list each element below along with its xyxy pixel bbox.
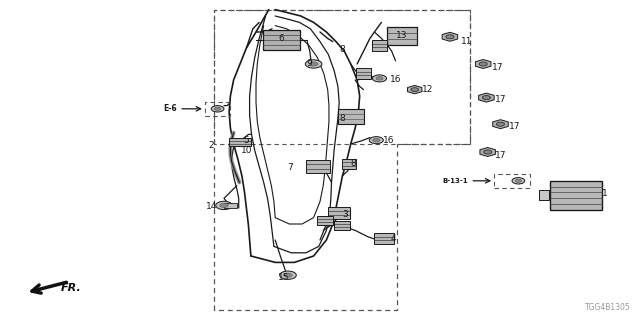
Text: 12: 12	[422, 85, 434, 94]
Circle shape	[369, 137, 383, 144]
Text: 13: 13	[396, 31, 407, 40]
Circle shape	[214, 107, 221, 110]
Circle shape	[376, 77, 383, 80]
Polygon shape	[480, 148, 495, 156]
Text: B-13-1: B-13-1	[443, 178, 468, 184]
Text: 1: 1	[602, 189, 607, 198]
Circle shape	[484, 150, 492, 154]
Polygon shape	[408, 85, 422, 94]
Bar	[374, 233, 394, 244]
Text: 3: 3	[342, 210, 348, 219]
Text: 4: 4	[390, 234, 396, 243]
Bar	[335, 221, 351, 230]
Circle shape	[305, 60, 322, 68]
Bar	[387, 27, 417, 44]
Text: 10: 10	[241, 146, 252, 155]
Circle shape	[310, 62, 318, 66]
Circle shape	[411, 88, 419, 92]
Text: 16: 16	[390, 76, 402, 84]
Circle shape	[512, 178, 525, 184]
Circle shape	[220, 204, 228, 207]
Polygon shape	[476, 60, 491, 68]
Circle shape	[372, 75, 387, 82]
Text: 11: 11	[461, 37, 472, 46]
Text: 15: 15	[278, 273, 290, 282]
Bar	[342, 159, 356, 169]
Text: 16: 16	[383, 136, 394, 145]
Bar	[229, 138, 251, 146]
Bar	[317, 216, 333, 225]
Text: 5: 5	[243, 136, 249, 145]
Circle shape	[483, 96, 490, 100]
Text: E-6: E-6	[164, 104, 177, 113]
Text: 9: 9	[306, 60, 312, 68]
Text: 17: 17	[495, 95, 506, 104]
Circle shape	[280, 271, 296, 279]
Bar	[328, 207, 351, 219]
Circle shape	[479, 62, 487, 66]
Text: 8: 8	[339, 45, 345, 54]
Text: 7: 7	[287, 164, 292, 172]
Text: 8: 8	[351, 159, 356, 168]
Text: 14: 14	[206, 202, 218, 211]
Bar	[372, 40, 387, 51]
Bar	[356, 68, 371, 79]
Circle shape	[284, 273, 292, 277]
Polygon shape	[479, 93, 494, 102]
Text: 17: 17	[495, 151, 506, 160]
Circle shape	[515, 179, 522, 182]
Text: TGG4B1305: TGG4B1305	[585, 303, 630, 312]
Text: 8: 8	[339, 114, 345, 123]
Circle shape	[211, 106, 224, 112]
Bar	[338, 109, 364, 124]
Circle shape	[372, 138, 380, 142]
Text: 6: 6	[278, 34, 284, 43]
Text: FR.: FR.	[61, 283, 81, 293]
Bar	[224, 203, 237, 208]
Bar	[263, 30, 300, 50]
Bar	[550, 181, 602, 210]
Circle shape	[216, 201, 232, 210]
Bar	[306, 160, 330, 173]
Circle shape	[497, 122, 504, 126]
Polygon shape	[442, 32, 458, 41]
Polygon shape	[493, 120, 508, 129]
Circle shape	[446, 35, 454, 39]
Text: 17: 17	[492, 63, 503, 72]
Text: 17: 17	[509, 122, 520, 131]
Bar	[540, 190, 549, 200]
Text: 2: 2	[209, 141, 214, 150]
